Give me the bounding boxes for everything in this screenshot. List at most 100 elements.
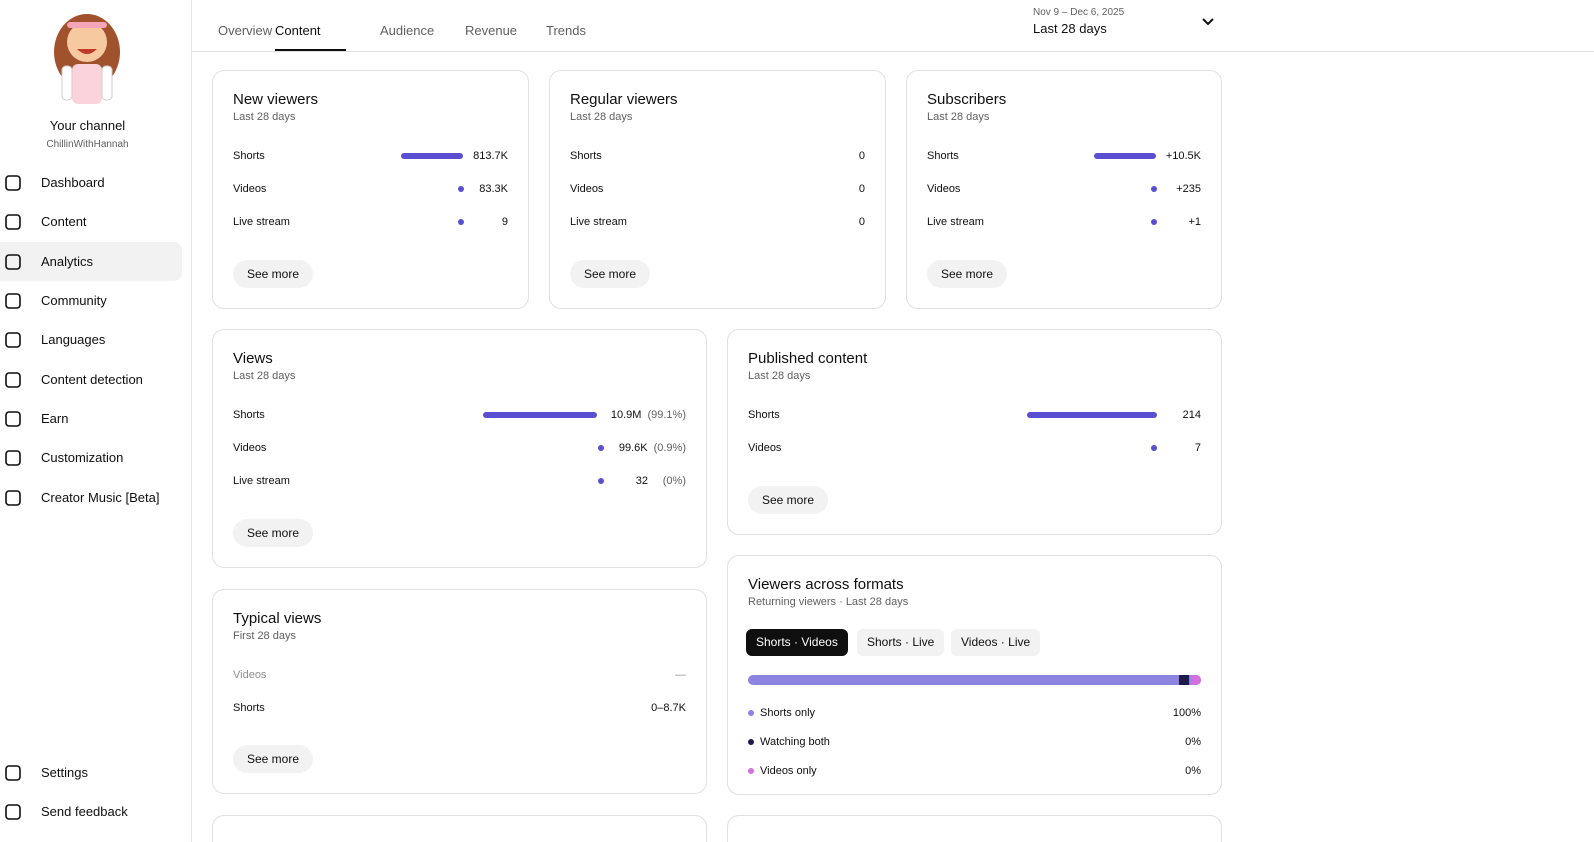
header: Nov 9 – Dec 6, 2025 Last 28 days Overvie…: [192, 0, 1594, 52]
see-more-button[interactable]: See more: [233, 260, 314, 288]
metric-label: Live stream: [233, 475, 290, 487]
legend-label: Watching both: [760, 736, 830, 748]
nav-icon: [5, 292, 21, 309]
card-title: Typical views: [233, 610, 322, 627]
nav-icon: [5, 803, 21, 820]
metric-label: Live stream: [570, 216, 627, 228]
card-title: Views: [233, 350, 273, 367]
metric-value: 99.6K: [618, 442, 648, 454]
metric-dot: [597, 445, 604, 451]
nav-icon: [5, 410, 21, 427]
legend-row: Watching both 0%: [748, 732, 1201, 752]
see-more-button[interactable]: See more: [233, 519, 314, 547]
legend-row: Shorts only 100%: [748, 703, 1201, 723]
format-chip[interactable]: Shorts · Videos: [746, 629, 848, 656]
nav-label: Analytics: [41, 254, 94, 269]
card-subtitle: Last 28 days: [570, 111, 633, 123]
nav-item[interactable]: Settings: [0, 753, 182, 792]
date-range[interactable]: Nov 9 – Dec 6, 2025: [1033, 7, 1125, 18]
metric-share: (99.1%): [647, 409, 686, 421]
period-dropdown[interactable]: [1201, 15, 1215, 29]
metric-bar: [483, 412, 598, 418]
nav-label: Content: [41, 214, 87, 229]
tab[interactable]: Overview: [218, 23, 273, 38]
metric-label: Videos: [927, 183, 961, 195]
metric-label: Shorts: [927, 150, 959, 162]
tab[interactable]: Content: [275, 23, 321, 38]
nav-item[interactable]: Languages: [0, 320, 182, 359]
nav-item[interactable]: Analytics: [0, 242, 182, 281]
format-chip[interactable]: Videos · Live: [951, 629, 1041, 656]
nav-icon: [5, 174, 21, 191]
nav-item[interactable]: Content: [0, 202, 182, 241]
tab[interactable]: Audience: [380, 23, 435, 38]
metric-row: Live stream 9: [233, 212, 508, 232]
tab-underline: [275, 49, 346, 51]
metric-row: Shorts 214: [748, 405, 1201, 425]
card-title: New viewers: [233, 91, 319, 108]
card: Published content Last 28 days Shorts 214 Vi…: [727, 329, 1222, 535]
channel-title: Your channel: [49, 118, 126, 133]
legend-dot: [748, 739, 754, 745]
nav-icon: [5, 489, 21, 506]
channel-avatar[interactable]: [50, 12, 124, 106]
metric-row: Shorts 0–8.7K: [233, 698, 686, 718]
nav-item[interactable]: Dashboard: [0, 163, 182, 202]
metric-row: Videos 0: [570, 179, 865, 199]
nav-item[interactable]: Content detection: [0, 360, 182, 399]
format-bar: [748, 675, 1201, 685]
format-chip[interactable]: Shorts · Live: [857, 629, 945, 656]
nav-label: Content detection: [41, 372, 143, 387]
metric-label: Shorts: [233, 409, 265, 421]
metric-value: 214: [1182, 409, 1201, 421]
tab[interactable]: Revenue: [465, 23, 518, 38]
metric-row: Videos 83.3K: [233, 179, 508, 199]
card: Subscribers Last 28 days Shorts +10.5K Video…: [906, 70, 1222, 309]
nav-label: Creator Music [Beta]: [41, 490, 160, 505]
legend-value: 0%: [1185, 765, 1201, 777]
nav-label: Community: [41, 293, 107, 308]
metric-label: Live stream: [233, 216, 290, 228]
nav-item[interactable]: Earn: [0, 399, 182, 438]
nav-item[interactable]: Creator Music [Beta]: [0, 478, 182, 517]
card-subtitle: Returning viewers · Last 28 days: [748, 596, 909, 608]
nav-label: Settings: [41, 765, 88, 780]
see-more-button[interactable]: See more: [927, 260, 1008, 288]
card: New viewers Last 28 days Shorts 813.7K Video…: [212, 70, 529, 309]
metric-row: Videos 99.6K (0.9%): [233, 438, 686, 458]
nav-icon: [5, 331, 21, 348]
metric-share: (0%): [662, 475, 686, 487]
metric-label: Shorts: [233, 150, 265, 162]
see-more-button[interactable]: See more: [570, 260, 651, 288]
card-title: Subscribers: [927, 91, 1007, 108]
metric-row: Live stream +1: [927, 212, 1201, 232]
see-more-button[interactable]: See more: [233, 745, 314, 773]
legend-row: Videos only 0%: [748, 761, 1201, 781]
period[interactable]: Last 28 days: [1033, 21, 1107, 36]
nav-item[interactable]: Community: [0, 281, 182, 320]
card-subtitle: Last 28 days: [233, 111, 296, 123]
card-title: Regular viewers: [570, 91, 678, 108]
nav-item[interactable]: Customization: [0, 438, 182, 477]
metric-dot: [1151, 445, 1157, 451]
card-subtitle: Last 28 days: [233, 370, 296, 382]
metric-value: 0–8.7K: [651, 702, 686, 714]
see-more-button[interactable]: See more: [748, 486, 829, 514]
nav-icon: [5, 213, 21, 230]
tab[interactable]: Trends: [546, 23, 586, 38]
nav-item[interactable]: Send feedback: [0, 792, 182, 831]
nav-label: Customization: [41, 450, 124, 465]
nav-icon: [5, 449, 21, 466]
card: [727, 815, 1222, 842]
metric-value: 9: [501, 216, 508, 228]
metric-bar: [1027, 412, 1157, 418]
metric-label: Videos: [233, 442, 267, 454]
metric-label: Shorts: [748, 409, 780, 421]
metric-row: Shorts 10.9M (99.1%): [233, 405, 686, 425]
nav-label: Earn: [41, 411, 69, 426]
metric-value: 32: [635, 475, 648, 487]
metric-bar: [401, 153, 464, 159]
metric-dot: [458, 219, 464, 225]
legend-value: 100%: [1172, 707, 1201, 719]
